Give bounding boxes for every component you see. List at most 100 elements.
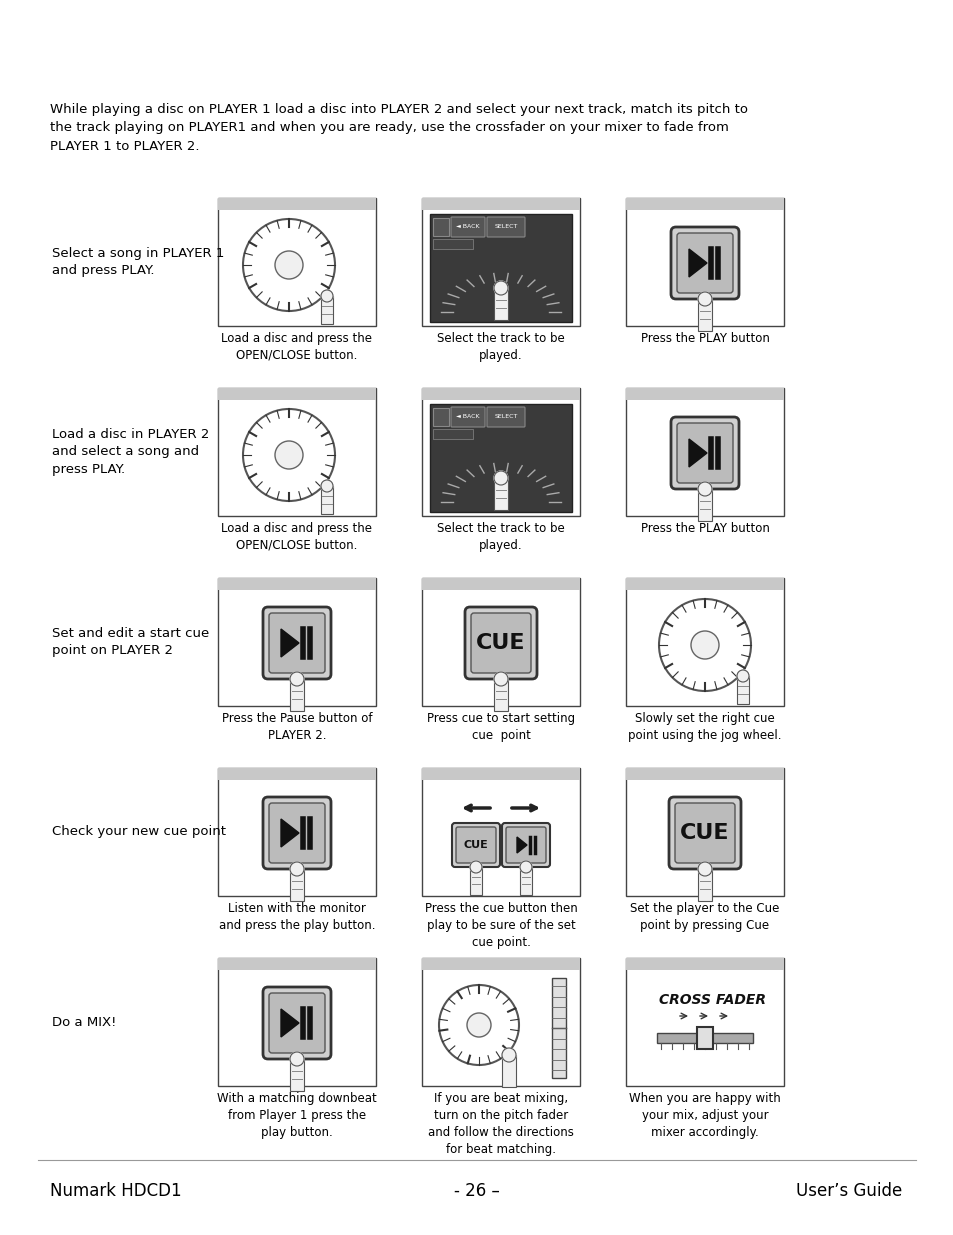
- Bar: [625, 198, 783, 210]
- FancyBboxPatch shape: [486, 217, 524, 237]
- Bar: [421, 768, 579, 897]
- Text: Select a song in PLAYER 1
and press PLAY.: Select a song in PLAYER 1 and press PLAY…: [52, 247, 224, 277]
- Bar: [218, 388, 375, 516]
- Bar: [625, 958, 783, 1086]
- Bar: [218, 388, 375, 400]
- Bar: [625, 388, 783, 516]
- Circle shape: [320, 480, 333, 492]
- Bar: [430, 214, 572, 322]
- Circle shape: [274, 441, 303, 469]
- Text: - 26 –: - 26 –: [454, 1182, 499, 1200]
- FancyBboxPatch shape: [501, 823, 550, 867]
- Circle shape: [243, 409, 335, 501]
- Text: While playing a disc on PLAYER 1 load a disc into PLAYER 2 and select your next : While playing a disc on PLAYER 1 load a …: [50, 103, 747, 153]
- Text: Select the track to be
played.: Select the track to be played.: [436, 522, 564, 552]
- Bar: [433, 429, 473, 438]
- Polygon shape: [281, 819, 298, 847]
- Bar: [470, 867, 481, 895]
- FancyBboxPatch shape: [269, 803, 325, 863]
- Circle shape: [494, 672, 507, 685]
- Text: Press the PLAY button: Press the PLAY button: [639, 332, 769, 345]
- Text: CUE: CUE: [679, 823, 729, 844]
- Bar: [430, 404, 572, 513]
- FancyBboxPatch shape: [670, 417, 739, 489]
- Text: Load a disc in PLAYER 2
and select a song and
press PLAY.: Load a disc in PLAYER 2 and select a son…: [52, 429, 209, 475]
- Bar: [625, 578, 783, 590]
- Bar: [421, 388, 579, 400]
- Bar: [218, 198, 375, 326]
- Text: SELECT: SELECT: [494, 225, 517, 230]
- Bar: [657, 1032, 752, 1044]
- Bar: [494, 478, 507, 510]
- Circle shape: [737, 671, 748, 682]
- Bar: [433, 240, 473, 249]
- Text: User’s Guide: User’s Guide: [795, 1182, 901, 1200]
- Bar: [433, 219, 449, 236]
- Bar: [218, 958, 375, 969]
- FancyBboxPatch shape: [675, 803, 734, 863]
- FancyBboxPatch shape: [677, 233, 732, 293]
- Circle shape: [501, 1049, 516, 1062]
- Circle shape: [698, 291, 711, 306]
- Text: CROSS FADER: CROSS FADER: [659, 993, 765, 1007]
- Bar: [697, 1028, 712, 1049]
- FancyBboxPatch shape: [464, 606, 537, 679]
- Bar: [421, 198, 579, 210]
- Circle shape: [274, 251, 303, 279]
- Bar: [698, 869, 711, 902]
- Circle shape: [659, 599, 750, 692]
- Bar: [320, 296, 333, 324]
- Bar: [625, 768, 783, 781]
- Polygon shape: [517, 837, 526, 853]
- Text: Select the track to be
played.: Select the track to be played.: [436, 332, 564, 362]
- Bar: [218, 578, 375, 590]
- Text: Load a disc and press the
OPEN/CLOSE button.: Load a disc and press the OPEN/CLOSE but…: [221, 332, 372, 362]
- Bar: [625, 388, 783, 400]
- Bar: [552, 978, 565, 1078]
- Bar: [737, 676, 748, 704]
- Bar: [625, 768, 783, 897]
- Text: Load a disc and press the
OPEN/CLOSE button.: Load a disc and press the OPEN/CLOSE but…: [221, 522, 372, 552]
- Bar: [698, 299, 711, 331]
- Bar: [494, 288, 507, 320]
- Bar: [625, 958, 783, 969]
- Circle shape: [494, 471, 507, 485]
- Bar: [519, 867, 532, 895]
- FancyBboxPatch shape: [451, 408, 484, 427]
- Polygon shape: [688, 249, 706, 277]
- Circle shape: [494, 282, 507, 295]
- Bar: [218, 198, 375, 210]
- Bar: [218, 768, 375, 897]
- FancyBboxPatch shape: [269, 993, 325, 1053]
- Bar: [698, 489, 711, 521]
- Circle shape: [519, 861, 532, 873]
- Text: CUE: CUE: [476, 634, 525, 653]
- Text: ◄ BACK: ◄ BACK: [456, 415, 479, 420]
- Bar: [421, 958, 579, 969]
- FancyBboxPatch shape: [452, 823, 499, 867]
- Polygon shape: [688, 438, 706, 467]
- FancyBboxPatch shape: [670, 227, 739, 299]
- FancyBboxPatch shape: [263, 797, 331, 869]
- Bar: [218, 578, 375, 706]
- Text: Slowly set the right cue
point using the jog wheel.: Slowly set the right cue point using the…: [628, 713, 781, 742]
- Circle shape: [698, 482, 711, 496]
- Bar: [290, 679, 304, 711]
- Text: Do a MIX!: Do a MIX!: [52, 1015, 116, 1029]
- Text: Press the Pause button of
PLAYER 2.: Press the Pause button of PLAYER 2.: [221, 713, 372, 742]
- Text: Check your new cue point: Check your new cue point: [52, 825, 226, 839]
- FancyBboxPatch shape: [263, 987, 331, 1058]
- FancyBboxPatch shape: [486, 408, 524, 427]
- FancyBboxPatch shape: [677, 424, 732, 483]
- FancyBboxPatch shape: [269, 613, 325, 673]
- Text: Numark HDCD1: Numark HDCD1: [50, 1182, 181, 1200]
- Bar: [320, 487, 333, 514]
- Circle shape: [320, 290, 333, 303]
- Bar: [421, 388, 579, 516]
- Bar: [290, 1058, 304, 1091]
- Bar: [494, 679, 507, 711]
- Text: Press the PLAY button: Press the PLAY button: [639, 522, 769, 535]
- FancyBboxPatch shape: [451, 217, 484, 237]
- Bar: [421, 578, 579, 590]
- Bar: [625, 198, 783, 326]
